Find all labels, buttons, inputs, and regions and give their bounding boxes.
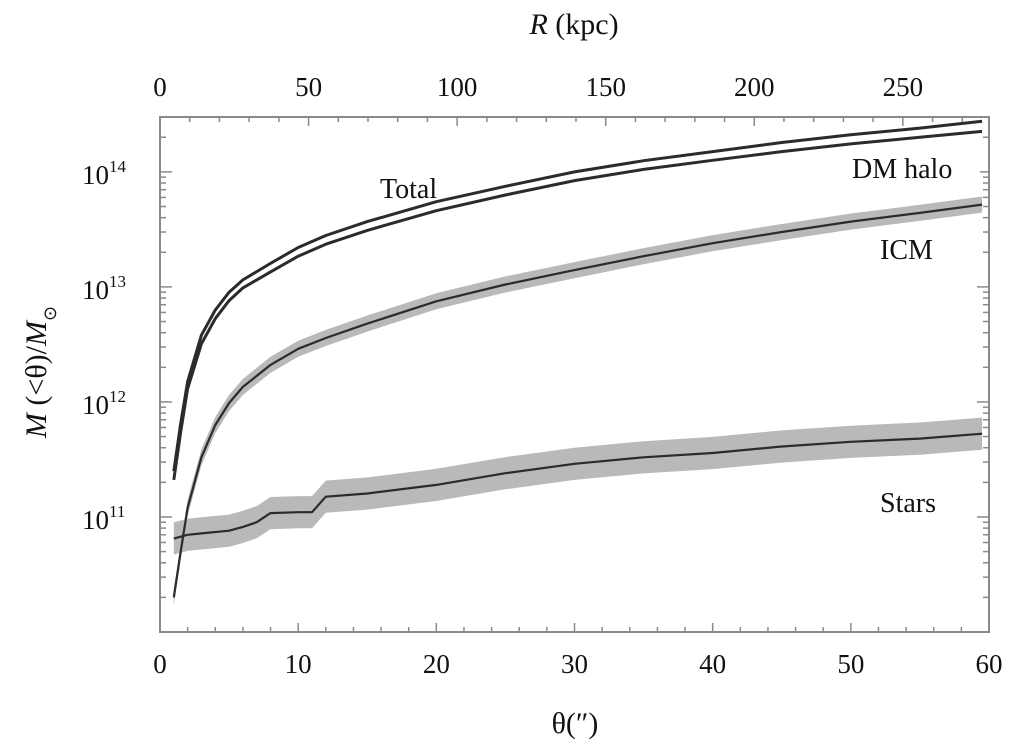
icm-series-line — [172, 203, 983, 598]
top-x-tick-label: 200 — [734, 72, 775, 102]
dm-halo-series-line — [172, 129, 983, 481]
top-x-tick-label: 0 — [153, 72, 167, 102]
curve-labels: Total DM halo ICM Stars — [380, 150, 980, 519]
x-tick-label: 10 — [285, 649, 312, 679]
top-x-tick-label: 100 — [437, 72, 478, 102]
y-axis-title: M (<θ)/M⊙ — [20, 306, 60, 439]
plot-frame — [159, 116, 990, 633]
uncertainty-bands — [173, 196, 983, 606]
stars-series-line — [173, 432, 983, 540]
top-x-tick-label: 250 — [883, 72, 924, 102]
stars-uncertainty-band — [173, 417, 983, 555]
total-curve-label: Total — [380, 174, 437, 205]
top-x-axis-title: R (kpc) — [528, 8, 618, 41]
top-x-tick-label: 150 — [585, 72, 626, 102]
top-x-tick-labels: 0 50 100 150 200 250 — [153, 72, 923, 102]
top-x-tick-label: 50 — [295, 72, 322, 102]
icm-label-background — [876, 231, 952, 265]
x-axis-title: θ(″) — [552, 707, 599, 740]
axis-ticks — [159, 116, 990, 633]
dm-halo-label-background — [848, 150, 980, 184]
stars-curve-label: Stars — [880, 488, 936, 519]
y-tick-label: 1013 — [82, 272, 126, 305]
y-tick-label: 1011 — [82, 502, 125, 535]
x-tick-label: 50 — [837, 649, 864, 679]
x-tick-labels: 0 10 20 30 40 50 60 — [153, 649, 1002, 679]
x-tick-label: 60 — [976, 649, 1003, 679]
x-tick-label: 40 — [699, 649, 726, 679]
y-tick-labels: 1011 1012 1013 1014 — [82, 157, 127, 535]
icm-curve-label: ICM — [880, 235, 933, 266]
y-tick-label: 1012 — [82, 387, 126, 420]
total-series-line — [172, 119, 983, 472]
x-tick-label: 20 — [423, 649, 450, 679]
y-tick-label: 1014 — [82, 157, 127, 190]
dm-halo-curve-label: DM halo — [852, 154, 952, 185]
series-lines — [172, 119, 983, 598]
x-tick-label: 30 — [561, 649, 588, 679]
x-tick-label: 0 — [153, 649, 167, 679]
